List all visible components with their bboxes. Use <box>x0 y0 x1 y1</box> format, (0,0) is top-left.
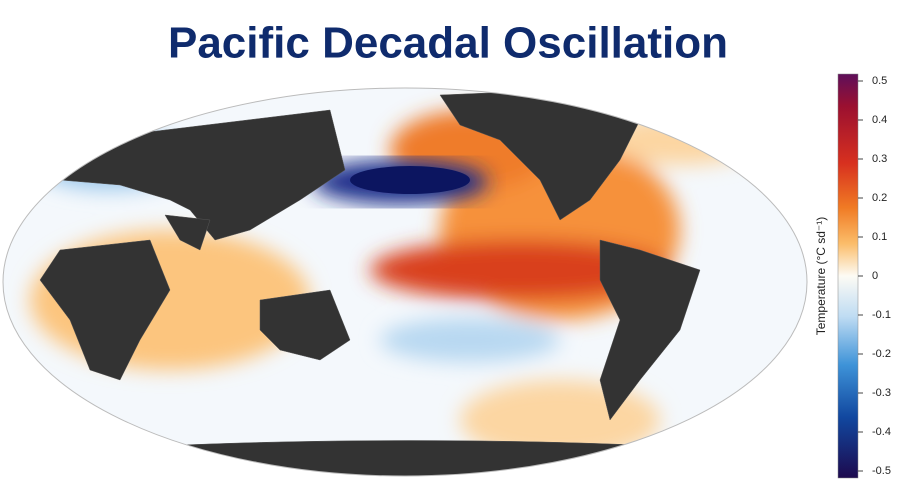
tick-label: 0.5 <box>872 75 887 87</box>
tick-label: -0.4 <box>872 426 891 438</box>
tick-label: -0.3 <box>872 387 891 399</box>
map-outline <box>2 87 808 477</box>
tick-label: 0 <box>872 270 878 282</box>
tick-label: -0.1 <box>872 309 891 321</box>
colorbar-label: Temperature (°C sd⁻¹) <box>814 217 828 336</box>
tick-label: 0.4 <box>872 114 887 126</box>
tick-label: -0.5 <box>872 465 891 477</box>
title: Pacific Decadal Oscillation <box>168 19 728 68</box>
colorbar <box>837 73 859 479</box>
tick-label: 0.2 <box>872 192 887 204</box>
tick-label: 0.3 <box>872 153 887 165</box>
map <box>3 88 807 476</box>
tick-label: -0.2 <box>872 348 891 360</box>
tick-label: 0.1 <box>872 231 887 243</box>
